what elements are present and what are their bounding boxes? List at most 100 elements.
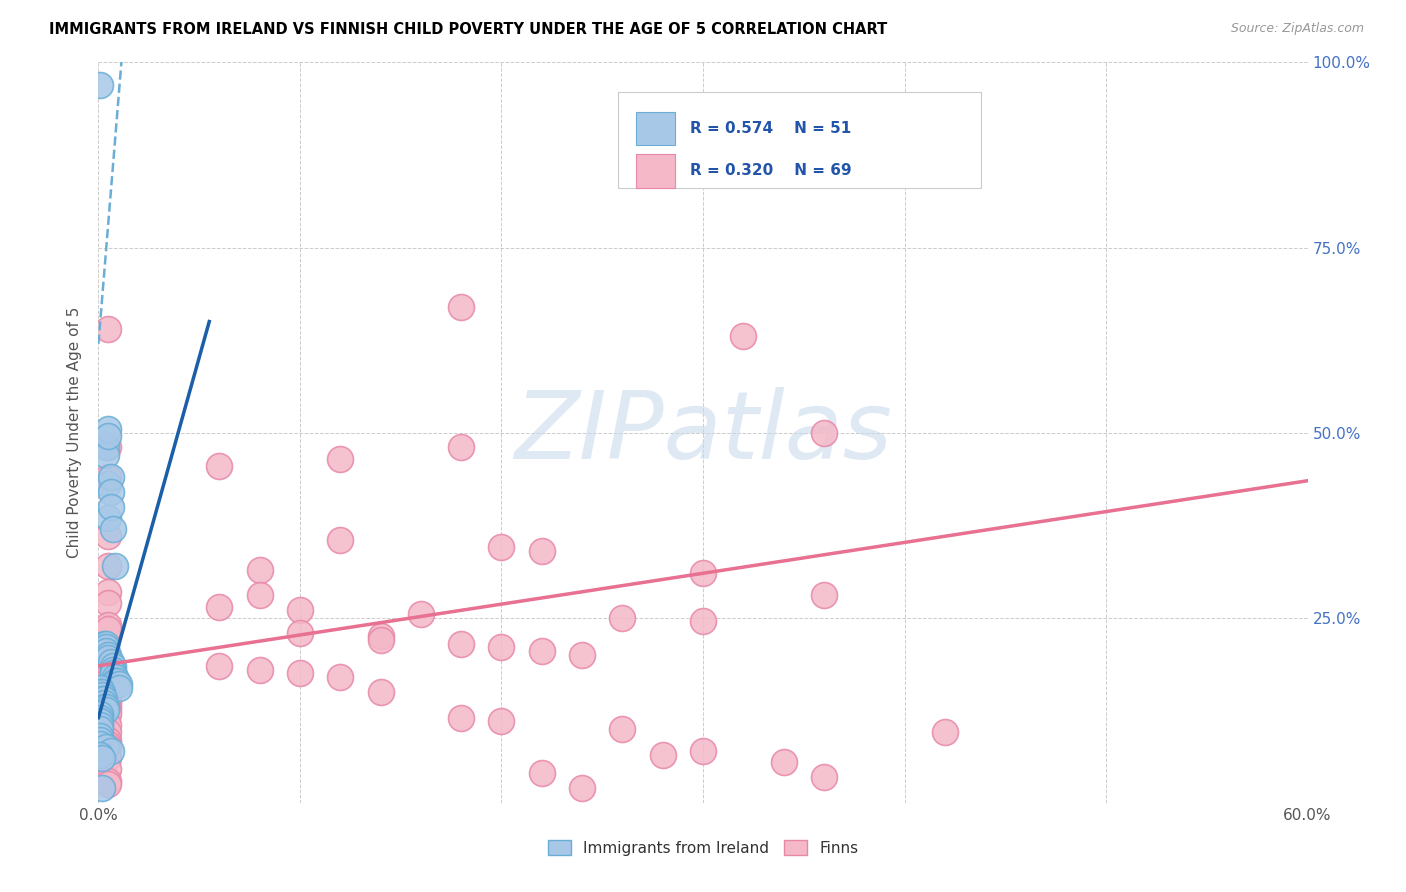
Point: [329, 451, 352, 466]
Point: [100, 655, 122, 669]
Point: [97, 322, 120, 336]
Point: [89, 685, 111, 699]
Point: [89, 747, 111, 762]
Legend: Immigrants from Ireland, Finns: Immigrants from Ireland, Finns: [541, 834, 865, 862]
Point: [97, 696, 120, 710]
Point: [91, 751, 114, 765]
Point: [97, 725, 120, 739]
Point: [692, 615, 714, 629]
Point: [89, 722, 111, 736]
Point: [813, 589, 835, 603]
Point: [530, 644, 553, 658]
Point: [97, 737, 120, 751]
Text: IMMIGRANTS FROM IRELAND VS FINNISH CHILD POVERTY UNDER THE AGE OF 5 CORRELATION : IMMIGRANTS FROM IRELAND VS FINNISH CHILD…: [49, 22, 887, 37]
Point: [103, 558, 125, 573]
Point: [91, 780, 114, 795]
Point: [96, 703, 118, 717]
Point: [370, 629, 392, 643]
Point: [288, 625, 311, 640]
Point: [651, 747, 673, 762]
Y-axis label: Child Poverty Under the Age of 5: Child Poverty Under the Age of 5: [67, 307, 83, 558]
Point: [813, 425, 835, 440]
Point: [97, 681, 120, 695]
Point: [100, 470, 122, 484]
Point: [101, 666, 124, 681]
Point: [97, 773, 120, 788]
Point: [491, 714, 513, 729]
Point: [370, 632, 392, 647]
Point: [107, 681, 129, 695]
Point: [97, 655, 120, 669]
Point: [571, 648, 593, 662]
Point: [208, 658, 231, 673]
Point: [89, 681, 111, 695]
Point: [772, 755, 794, 769]
Point: [97, 732, 120, 747]
Point: [692, 744, 714, 758]
Point: [96, 740, 118, 755]
Point: [288, 666, 311, 681]
Point: [733, 329, 755, 343]
Bar: [637, 112, 675, 145]
Point: [491, 640, 513, 655]
Point: [249, 589, 271, 603]
Point: [96, 640, 118, 655]
Point: [491, 541, 513, 555]
Point: [97, 718, 120, 732]
Point: [97, 596, 120, 610]
Point: [612, 610, 634, 624]
Point: [101, 522, 124, 536]
Point: [100, 744, 122, 758]
Point: [288, 603, 311, 617]
Point: [934, 725, 956, 739]
Point: [97, 699, 120, 714]
Point: [692, 566, 714, 581]
Point: [97, 677, 120, 691]
Point: [208, 458, 231, 473]
Point: [409, 607, 432, 621]
Point: [100, 500, 122, 514]
Point: [97, 703, 120, 717]
Point: [97, 510, 120, 524]
Point: [97, 422, 120, 436]
Point: [97, 584, 120, 599]
Point: [97, 648, 120, 662]
Point: [450, 711, 472, 725]
Point: [97, 651, 120, 665]
Point: [249, 663, 271, 677]
Point: [813, 770, 835, 784]
Point: [93, 696, 115, 710]
Point: [105, 673, 128, 688]
Text: R = 0.574    N = 51: R = 0.574 N = 51: [690, 121, 851, 136]
Point: [450, 637, 472, 651]
Point: [93, 436, 115, 450]
Point: [101, 663, 124, 677]
Point: [97, 651, 120, 665]
Point: [530, 766, 553, 780]
Point: [329, 670, 352, 684]
Point: [89, 706, 111, 721]
Point: [208, 599, 231, 614]
Point: [329, 533, 352, 547]
Point: [89, 737, 111, 751]
Text: ZIPatlas: ZIPatlas: [515, 387, 891, 478]
Point: [612, 722, 634, 736]
Point: [93, 637, 115, 651]
Point: [91, 689, 114, 703]
Point: [89, 78, 111, 92]
Point: [571, 780, 593, 795]
Point: [96, 637, 118, 651]
Point: [100, 484, 122, 499]
Point: [96, 448, 118, 462]
Point: [89, 718, 111, 732]
Point: [107, 677, 129, 691]
Point: [370, 685, 392, 699]
Point: [530, 544, 553, 558]
Point: [96, 644, 118, 658]
Point: [97, 622, 120, 636]
Point: [89, 729, 111, 743]
Point: [450, 300, 472, 314]
Point: [97, 477, 120, 491]
Point: [96, 441, 118, 455]
Point: [97, 751, 120, 765]
